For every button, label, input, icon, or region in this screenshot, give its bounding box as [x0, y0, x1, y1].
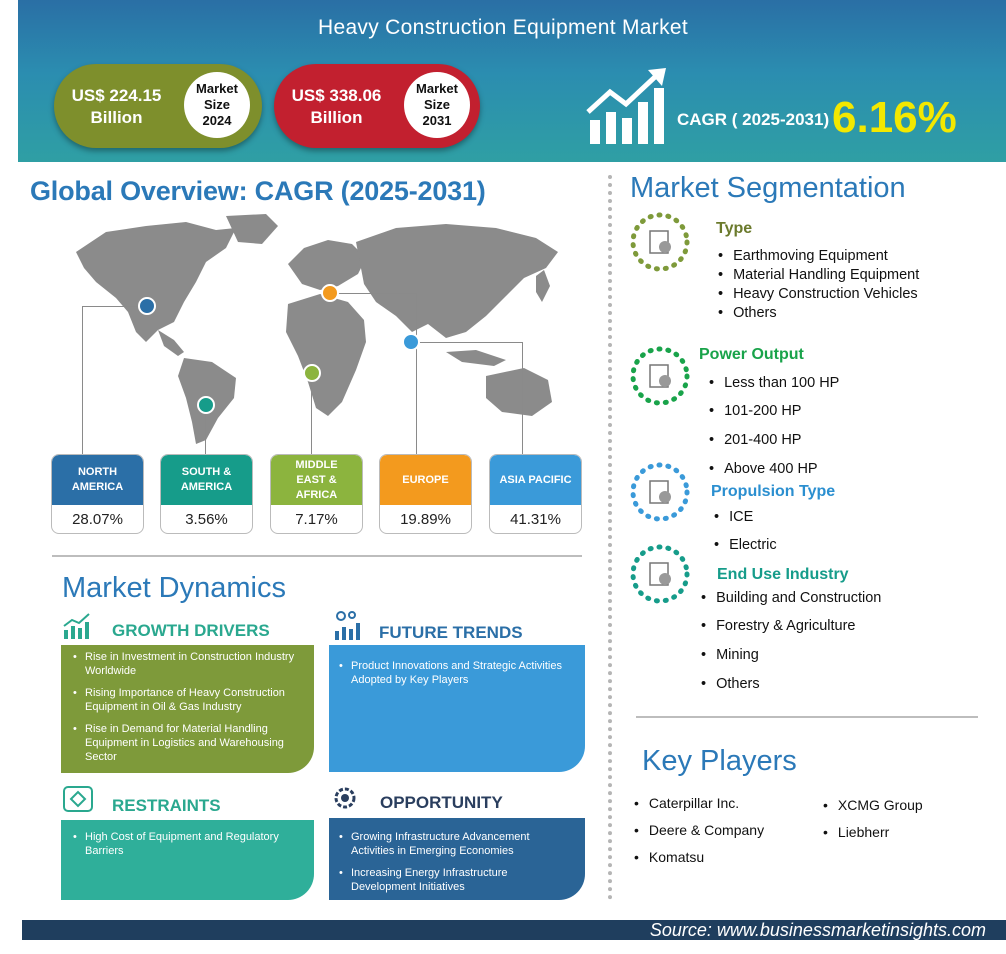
power-output-icon — [630, 346, 690, 406]
marker-mea — [303, 364, 321, 382]
connector-north-america — [82, 306, 148, 307]
marker-north-america — [138, 297, 156, 315]
type-heading: Type — [716, 220, 753, 237]
source-text: Source: www.businessmarketinsights.com — [649, 920, 986, 940]
region-middle-east-africa: MIDDLE EAST & AFRICA 7.17% — [270, 454, 363, 534]
restraints-box: High Cost of Equipment and Regulatory Ba… — [61, 820, 314, 900]
type-item: Others — [718, 305, 777, 321]
market-size-2024-value: US$ 224.15 Billion — [71, 86, 162, 127]
power-output-item: 201-400 HP — [709, 432, 801, 448]
propulsion-type-item: Electric — [714, 537, 777, 553]
market-size-2024-badge: Market Size 2024 — [184, 72, 250, 138]
connector-north-america-v — [82, 306, 83, 454]
region-south-america: SOUTH & AMERICA 3.56% — [160, 454, 253, 534]
region-value: 7.17% — [295, 511, 338, 528]
footer-bar — [22, 920, 1006, 940]
type-item: Earthmoving Equipment — [718, 248, 888, 264]
key-player-item: Komatsu — [634, 849, 704, 865]
end-use-industry-heading: End Use Industry — [717, 566, 849, 583]
opportunity-icon — [334, 787, 356, 809]
region-label: MIDDLE EAST & AFRICA — [271, 455, 362, 505]
marker-asia-pacific — [402, 333, 420, 351]
end-use-industry-icon — [630, 544, 690, 604]
power-output-heading: Power Output — [699, 346, 804, 363]
end-use-industry-item: Forestry & Agriculture — [701, 618, 855, 634]
market-size-2031-pill: US$ 338.06 Billion Market Size 2031 — [274, 64, 480, 148]
region-europe: EUROPE 19.89% — [379, 454, 472, 534]
world-map — [76, 214, 558, 444]
propulsion-type-heading: Propulsion Type — [711, 483, 836, 500]
growth-drivers-icon — [63, 613, 90, 639]
future-trends-heading: FUTURE TRENDS — [379, 623, 523, 642]
region-label: EUROPE — [380, 455, 471, 505]
market-size-2024-pill: US$ 224.15 Billion Market Size 2024 — [54, 64, 262, 148]
region-value: 41.31% — [510, 511, 561, 528]
type-segment-icon — [630, 212, 690, 272]
growth-driver-item: Rise in Investment in Construction Indus… — [73, 650, 304, 678]
restraints-heading: RESTRAINTS — [112, 796, 221, 815]
connector-asia-v — [522, 342, 523, 454]
power-output-item: Above 400 HP — [709, 461, 818, 477]
cagr-label: CAGR ( 2025-2031) — [677, 110, 830, 129]
opportunity-heading: OPPORTUNITY — [380, 793, 503, 812]
overview-divider — [52, 555, 582, 557]
marker-europe — [321, 284, 339, 302]
end-use-industry-item: Mining — [701, 647, 759, 663]
region-label: SOUTH & AMERICA — [161, 455, 252, 505]
key-player-item: Deere & Company — [634, 822, 764, 838]
growth-driver-item: Rise in Demand for Material Handling Equ… — [73, 722, 304, 764]
connector-asia — [411, 342, 522, 343]
restraint-item: High Cost of Equipment and Regulatory Ba… — [73, 830, 304, 858]
region-value: 28.07% — [72, 511, 123, 528]
power-output-item: 101-200 HP — [709, 403, 801, 419]
key-players-title: Key Players — [642, 745, 797, 777]
market-size-2031-value: US$ 338.06 Billion — [291, 86, 382, 127]
region-value: 3.56% — [185, 511, 228, 528]
region-asia-pacific: ASIA PACIFIC 41.31% — [489, 454, 582, 534]
power-output-item: Less than 100 HP — [709, 375, 839, 391]
end-use-industry-item: Building and Construction — [701, 590, 881, 606]
growth-drivers-heading: GROWTH DRIVERS — [112, 621, 270, 640]
future-trend-item: Product Innovations and Strategic Activi… — [339, 659, 575, 687]
key-player-item: Caterpillar Inc. — [634, 795, 739, 811]
connector-mea — [311, 372, 312, 454]
cagr-value: 6.16% — [832, 93, 957, 142]
type-item: Material Handling Equipment — [718, 267, 919, 283]
propulsion-type-icon — [630, 462, 690, 522]
market-dynamics-title: Market Dynamics — [62, 572, 286, 604]
future-trends-box: Product Innovations and Strategic Activi… — [329, 645, 585, 772]
future-trends-icon — [335, 611, 360, 640]
page-title: Heavy Construction Equipment Market — [318, 16, 688, 39]
type-item: Heavy Construction Vehicles — [718, 286, 918, 302]
market-size-2031-badge: Market Size 2031 — [404, 72, 470, 138]
column-divider — [608, 175, 612, 900]
region-label: NORTH AMERICA — [52, 455, 143, 505]
growth-chart-icon — [586, 68, 666, 144]
segmentation-divider — [636, 716, 978, 718]
opportunity-item: Increasing Energy Infrastructure Develop… — [339, 866, 575, 894]
growth-driver-item: Rising Importance of Heavy Construction … — [73, 686, 304, 714]
key-player-item: Liebherr — [823, 824, 889, 840]
region-label: ASIA PACIFIC — [490, 455, 581, 505]
global-overview-title: Global Overview: CAGR (2025-2031) — [30, 176, 486, 206]
region-north-america: NORTH AMERICA 28.07% — [51, 454, 144, 534]
region-value: 19.89% — [400, 511, 451, 528]
propulsion-type-item: ICE — [714, 509, 753, 525]
connector-europe — [330, 293, 416, 294]
market-segmentation-title: Market Segmentation — [630, 172, 906, 204]
end-use-industry-item: Others — [701, 676, 760, 692]
opportunity-box: Growing Infrastructure Advancement Activ… — [329, 818, 585, 900]
marker-south-america — [197, 396, 215, 414]
restraints-icon — [63, 786, 93, 812]
growth-drivers-box: Rise in Investment in Construction Indus… — [61, 645, 314, 773]
connector-south-america — [205, 404, 206, 454]
connector-europe-v — [416, 293, 417, 454]
key-player-item: XCMG Group — [823, 797, 923, 813]
opportunity-item: Growing Infrastructure Advancement Activ… — [339, 830, 575, 858]
